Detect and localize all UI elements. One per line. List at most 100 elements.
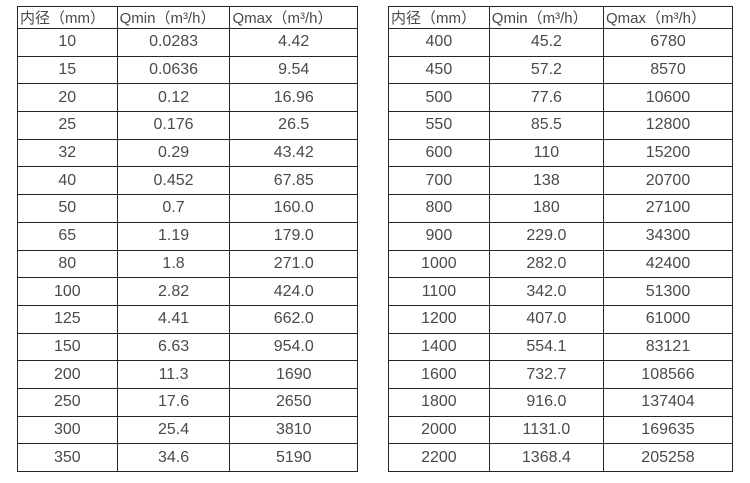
table-cell: 25.4: [116, 415, 231, 445]
table-cell: 57.2: [488, 55, 604, 85]
table-cell: 0.452: [116, 166, 231, 196]
table-cell: 9.54: [229, 55, 358, 85]
table-cell: 554.1: [488, 332, 604, 362]
table-cell: 50: [17, 194, 118, 223]
table-cell: 300: [17, 415, 118, 445]
table-cell: 10600: [602, 83, 734, 113]
table-cell: 282.0: [488, 249, 604, 279]
table-cell: 0.12: [116, 83, 231, 113]
flow-spec-tables-container: 内径（mm） Qmin（m³/h） Qmax（m³/h） 10 0.0283 4.4…: [17, 6, 734, 472]
table-cell: 34300: [602, 221, 734, 251]
table-cell: 1800: [388, 387, 490, 417]
table-row: 600 110 15200: [388, 138, 734, 168]
table-cell: 424.0: [229, 277, 358, 306]
table-cell: 80: [17, 249, 118, 279]
table-cell: 125: [17, 304, 118, 334]
table-cell: 10: [17, 28, 118, 57]
column-header-inner-diameter: 内径（mm）: [17, 6, 118, 29]
table-cell: 11.3: [116, 360, 231, 389]
table-cell: 2650: [229, 387, 358, 417]
table-row: 20 0.12 16.96: [17, 83, 358, 113]
table-cell: 42400: [602, 249, 734, 279]
table-cell: 500: [388, 83, 490, 113]
table-row: 100 2.82 424.0: [17, 277, 358, 306]
table-cell: 15: [17, 55, 118, 85]
table-row: 900 229.0 34300: [388, 221, 734, 251]
table-cell: 16.96: [229, 83, 358, 113]
table-cell: 20700: [602, 166, 734, 196]
table-cell: 20: [17, 83, 118, 113]
table-cell: 1.19: [116, 221, 231, 251]
table-row: 450 57.2 8570: [388, 55, 734, 85]
table-cell: 1100: [388, 277, 490, 306]
table-cell: 600: [388, 138, 490, 168]
table-cell: 407.0: [488, 304, 604, 334]
table-cell: 34.6: [116, 443, 231, 472]
table-cell: 1200: [388, 304, 490, 334]
table-cell: 17.6: [116, 387, 231, 417]
table-cell: 179.0: [229, 221, 358, 251]
table-cell: 400: [388, 28, 490, 57]
table-cell: 900: [388, 221, 490, 251]
table-cell: 6780: [602, 28, 734, 57]
table-cell: 5190: [229, 443, 358, 472]
table-cell: 77.6: [488, 83, 604, 113]
table-cell: 1368.4: [488, 443, 604, 472]
table-cell: 0.7: [116, 194, 231, 223]
table-cell: 200: [17, 360, 118, 389]
table-cell: 83121: [602, 332, 734, 362]
column-header-inner-diameter: 内径（mm）: [388, 6, 490, 29]
table-cell: 0.176: [116, 111, 231, 140]
table-cell: 15200: [602, 138, 734, 168]
table-cell: 1131.0: [488, 415, 604, 445]
column-header-qmax: Qmax（m³/h）: [229, 6, 358, 29]
table-cell: 180: [488, 194, 604, 223]
table-row: 1400 554.1 83121: [388, 332, 734, 362]
table-cell: 342.0: [488, 277, 604, 306]
table-cell: 4.41: [116, 304, 231, 334]
table-row: 80 1.8 271.0: [17, 249, 358, 279]
table-row: 550 85.5 12800: [388, 111, 734, 140]
table-row: 700 138 20700: [388, 166, 734, 196]
table-row: 1000 282.0 42400: [388, 249, 734, 279]
table-row: 350 34.6 5190: [17, 443, 358, 472]
table-cell: 25: [17, 111, 118, 140]
table-cell: 1400: [388, 332, 490, 362]
table-cell: 0.0283: [116, 28, 231, 57]
table-cell: 169635: [602, 415, 734, 445]
table-row: 1800 916.0 137404: [388, 387, 734, 417]
table-row: 400 45.2 6780: [388, 28, 734, 57]
table-cell: 27100: [602, 194, 734, 223]
table-cell: 0.0636: [116, 55, 231, 85]
table-cell: 271.0: [229, 249, 358, 279]
table-row: 15 0.0636 9.54: [17, 55, 358, 85]
table-row: 50 0.7 160.0: [17, 194, 358, 223]
table-row: 200 11.3 1690: [17, 360, 358, 389]
flow-spec-table-large-diameters: 内径（mm） Qmin（m³/h） Qmax（m³/h） 400 45.2 6780…: [388, 6, 734, 472]
table-row: 500 77.6 10600: [388, 83, 734, 113]
table-row: 40 0.452 67.85: [17, 166, 358, 196]
table-cell: 65: [17, 221, 118, 251]
table-cell: 160.0: [229, 194, 358, 223]
table-cell: 700: [388, 166, 490, 196]
table-cell: 732.7: [488, 360, 604, 389]
flow-spec-table-small-diameters: 内径（mm） Qmin（m³/h） Qmax（m³/h） 10 0.0283 4.4…: [17, 6, 358, 472]
table-cell: 150: [17, 332, 118, 362]
table-row: 2000 1131.0 169635: [388, 415, 734, 445]
table-cell: 2000: [388, 415, 490, 445]
table-cell: 26.5: [229, 111, 358, 140]
table-cell: 32: [17, 138, 118, 168]
table-row: 800 180 27100: [388, 194, 734, 223]
table-cell: 3810: [229, 415, 358, 445]
table-cell: 550: [388, 111, 490, 140]
header-row: 内径（mm） Qmin（m³/h） Qmax（m³/h）: [388, 6, 734, 29]
table-cell: 1600: [388, 360, 490, 389]
table-cell: 6.63: [116, 332, 231, 362]
table-row: 10 0.0283 4.42: [17, 28, 358, 57]
table-cell: 43.42: [229, 138, 358, 168]
table-cell: 2200: [388, 443, 490, 472]
table-cell: 110: [488, 138, 604, 168]
column-header-qmax: Qmax（m³/h）: [602, 6, 734, 29]
table-row: 1600 732.7 108566: [388, 360, 734, 389]
table-cell: 450: [388, 55, 490, 85]
